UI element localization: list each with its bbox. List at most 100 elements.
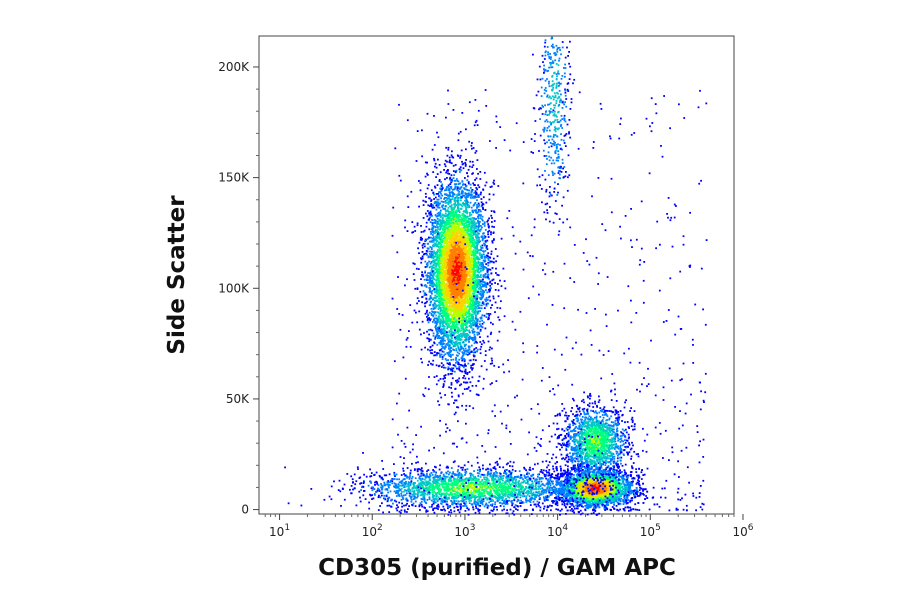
event-dot	[460, 230, 462, 233]
event-dot	[418, 310, 421, 313]
event-dot	[421, 251, 424, 253]
event-dot	[471, 367, 474, 370]
event-dot	[434, 261, 437, 264]
event-dot	[431, 352, 434, 355]
event-dot	[449, 186, 452, 189]
event-dot	[490, 250, 493, 253]
event-dot	[442, 262, 445, 265]
event-dot	[465, 193, 467, 196]
event-dot	[502, 267, 505, 270]
event-dot	[447, 186, 449, 189]
event-dot	[471, 317, 473, 320]
event-dot	[429, 349, 431, 352]
event-dot	[462, 354, 465, 356]
event-dot	[491, 267, 494, 269]
event-dot	[433, 289, 436, 291]
event-dot	[473, 244, 476, 247]
event-dot	[461, 252, 463, 255]
event-dot	[464, 258, 466, 261]
event-dot	[441, 239, 444, 242]
event-dot	[491, 283, 493, 285]
event-dot	[471, 147, 473, 150]
event-dot	[415, 311, 417, 314]
event-dot	[465, 185, 467, 188]
event-dot	[445, 311, 448, 314]
event-dot	[447, 219, 450, 222]
event-dot	[477, 172, 479, 175]
event-dot	[461, 221, 463, 223]
event-dot	[438, 164, 441, 166]
event-dot	[470, 194, 473, 197]
event-dot	[421, 361, 423, 364]
event-dot	[421, 255, 424, 258]
event-dot	[456, 308, 458, 311]
event-dot	[484, 240, 487, 242]
event-dot	[448, 304, 451, 307]
event-dot	[447, 323, 449, 325]
event-dot	[433, 317, 436, 320]
event-dot	[468, 305, 471, 308]
event-dot	[423, 332, 425, 334]
event-dot	[489, 268, 492, 271]
event-dot	[463, 370, 466, 373]
event-dot	[444, 237, 447, 240]
event-dot	[479, 352, 482, 355]
event-dot	[463, 381, 465, 384]
event-dot	[441, 238, 443, 241]
event-dot	[455, 213, 458, 216]
event-dot	[458, 330, 461, 332]
event-dot	[454, 164, 457, 166]
event-dot	[434, 354, 437, 357]
event-dot	[456, 274, 458, 277]
event-dot	[466, 249, 468, 252]
event-dot	[449, 245, 452, 248]
event-dot	[433, 193, 435, 196]
event-dot	[447, 359, 450, 361]
event-dot	[469, 262, 471, 265]
event-dot	[431, 265, 434, 268]
event-dot	[427, 282, 429, 284]
event-dot	[442, 321, 445, 324]
event-dot	[445, 197, 448, 199]
event-dot	[463, 343, 466, 346]
event-dot	[476, 207, 478, 209]
event-dot	[439, 304, 441, 307]
event-dot	[430, 261, 433, 263]
event-dot	[475, 196, 478, 199]
event-dot	[429, 295, 432, 297]
event-dot	[476, 312, 479, 315]
event-dot	[437, 272, 440, 274]
event-dot	[396, 308, 399, 310]
event-dot	[436, 299, 438, 302]
event-dot	[484, 283, 486, 286]
event-dot	[452, 156, 455, 159]
event-dot	[485, 368, 488, 371]
event-dot	[467, 235, 470, 238]
event-dot	[426, 112, 429, 115]
event-dot	[479, 248, 482, 251]
event-dot	[451, 239, 453, 242]
event-dot	[461, 112, 464, 114]
event-dot	[476, 188, 478, 191]
event-dot	[481, 219, 484, 222]
event-dot	[461, 160, 463, 163]
event-dot	[461, 250, 464, 253]
event-dot	[477, 249, 480, 252]
event-dot	[460, 309, 463, 312]
event-dot	[461, 357, 464, 360]
event-dot	[431, 239, 434, 242]
event-dot	[443, 198, 446, 200]
event-dot	[475, 303, 478, 306]
event-dot	[479, 193, 482, 196]
event-dot	[459, 308, 462, 311]
event-dot	[412, 231, 415, 233]
event-dot	[435, 364, 438, 367]
event-dot	[439, 318, 442, 321]
event-dot	[460, 217, 463, 219]
event-dot	[447, 302, 449, 304]
event-dot	[445, 186, 448, 188]
event-dot	[490, 321, 492, 324]
event-dot	[455, 209, 458, 212]
event-dot	[491, 304, 493, 306]
event-dot	[476, 250, 479, 253]
